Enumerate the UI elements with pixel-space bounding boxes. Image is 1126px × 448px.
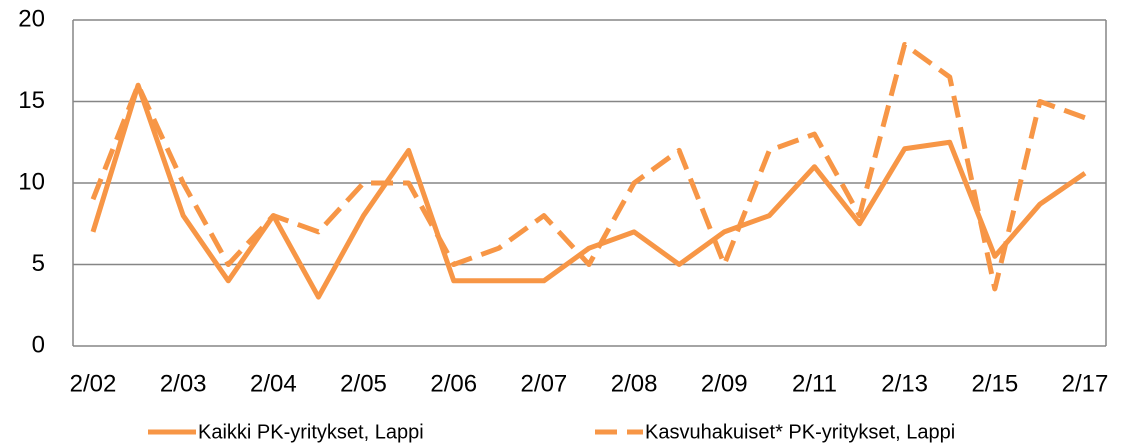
- y-tick-label: 5: [32, 250, 45, 277]
- x-tick-label: 2/06: [430, 370, 477, 397]
- x-tick-label: 2/07: [521, 370, 568, 397]
- series-line: [90, 41, 1086, 292]
- x-tick-label: 2/03: [160, 370, 207, 397]
- x-tick-label: 2/09: [701, 370, 748, 397]
- legend-label: Kasvuhakuiset* PK-yritykset, Lappi: [645, 421, 955, 443]
- y-tick-label: 0: [32, 331, 45, 358]
- series-line: [90, 82, 1087, 300]
- x-tick-label: 2/17: [1062, 370, 1109, 397]
- x-tick-label: 2/13: [881, 370, 928, 397]
- x-tick-label: 2/05: [340, 370, 387, 397]
- y-tick-label: 15: [18, 87, 45, 114]
- x-tick-label: 2/11: [792, 370, 837, 397]
- x-tick-label: 2/04: [250, 370, 297, 397]
- x-tick-label: 2/02: [70, 370, 117, 397]
- legend-label: Kaikki PK-yritykset, Lappi: [198, 421, 424, 443]
- x-tick-label: 2/08: [611, 370, 658, 397]
- y-tick-label: 10: [18, 168, 45, 195]
- y-tick-label: 20: [18, 5, 45, 32]
- x-tick-label: 2/15: [971, 370, 1018, 397]
